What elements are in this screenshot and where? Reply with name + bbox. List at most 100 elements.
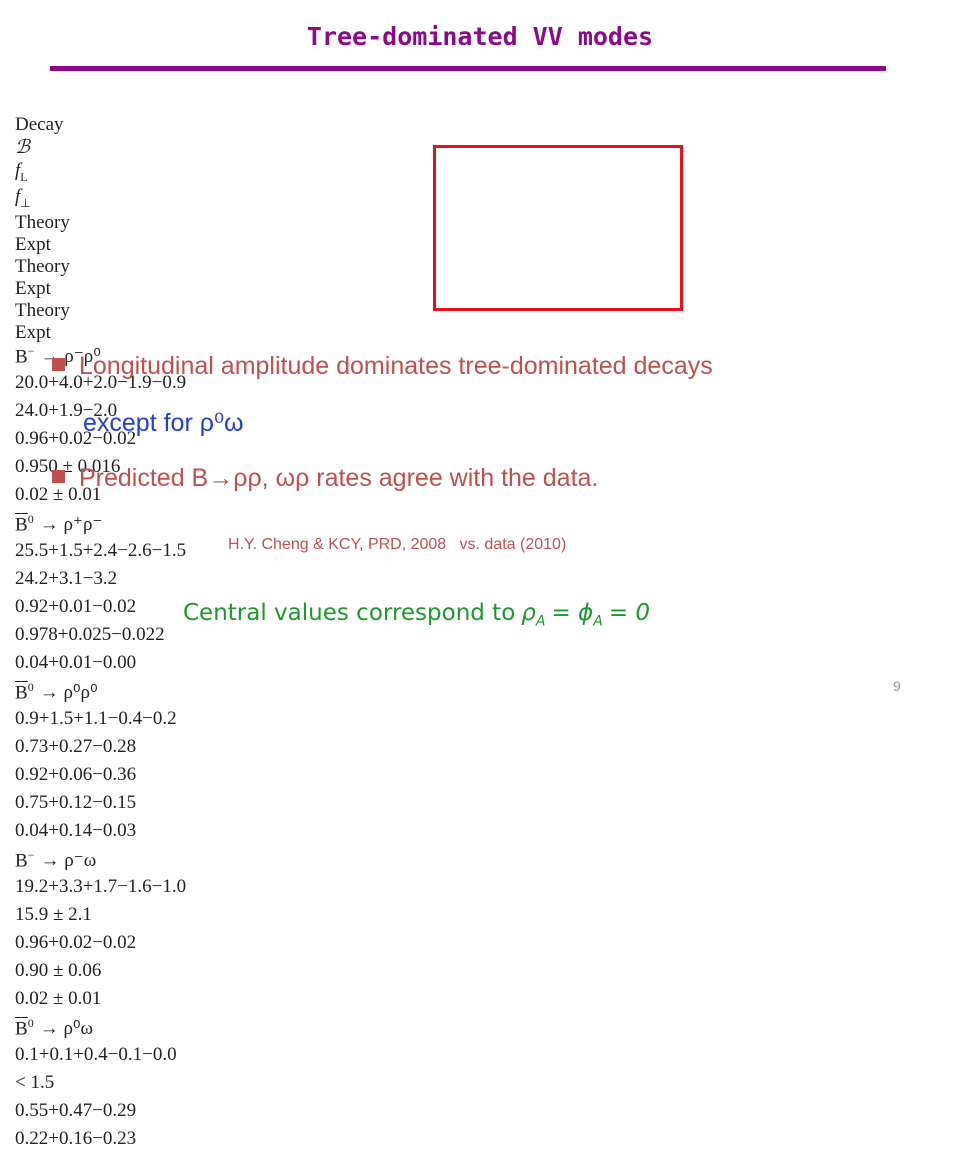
decay-charge: 0 (27, 511, 34, 526)
group-header: f⊥ (15, 186, 280, 211)
error-down: −0.4−0.2 (107, 707, 177, 729)
bullet-marker (52, 358, 65, 371)
decay-charge: 0 (27, 679, 34, 694)
error-up: +1.5+2.4 (48, 539, 118, 561)
group-symbol: f (15, 160, 21, 181)
highlight-box (433, 145, 683, 311)
table-cell: 0.96+0.02−0.02 (15, 428, 945, 456)
error-down: −0.15 (92, 791, 137, 813)
error-stack: +0.27−0.28 (48, 736, 136, 757)
error-stack: +0.01−0.00 (48, 652, 136, 673)
cell-value: 0.90 ± 0.06 (15, 959, 102, 981)
table-cell: 24.2+3.1−3.2 (15, 568, 945, 596)
error-stack: +0.01−0.02 (48, 596, 136, 617)
cell-value: 24.0 (15, 399, 49, 421)
error-up: +0.02 (48, 931, 93, 953)
decay-parent: B (15, 513, 28, 535)
bullet-text: Predicted B→ρρ, ωρ rates agree with the … (79, 464, 599, 492)
group-symbol: f (15, 185, 21, 207)
error-down: −0.29 (92, 1099, 137, 1121)
error-stack: +0.14−0.03 (48, 820, 136, 841)
error-up: +3.1 (48, 567, 83, 589)
decay-parent: B (15, 345, 28, 367)
error-up: +0.16 (48, 1127, 93, 1149)
table-cell: 0.55+0.47−0.29 (15, 1100, 945, 1128)
title-rule (50, 66, 886, 71)
cell-value: 19.2 (15, 875, 49, 897)
cell-value: < 1.5 (15, 1071, 55, 1093)
table-cell: 0.75+0.12−0.15 (15, 792, 945, 820)
subheader: Theory (15, 211, 70, 233)
subheader: Expt (15, 233, 51, 255)
decay: B0 → ρ⁺ρ⁻ (15, 512, 945, 540)
table-cell: 0.22+0.16−0.23 (15, 1128, 945, 1156)
error-down: −0.02 (92, 427, 137, 449)
error-stack: +3.3+1.7−1.6−1.0 (48, 876, 186, 897)
table-cell: 0.04+0.01−0.00 (15, 652, 945, 680)
table-cell: 0.04+0.14−0.03 (15, 820, 945, 848)
cell-value: 0.73 (15, 735, 49, 757)
error-stack: +1.5+1.1−0.4−0.2 (39, 708, 177, 729)
decay-parent: B (15, 849, 28, 871)
error-stack: +1.5+2.4−2.6−1.5 (48, 540, 186, 561)
error-up: +3.3+1.7 (48, 875, 118, 897)
decay-parent: B (15, 1017, 28, 1039)
cell-value: 0.22 (15, 1127, 49, 1149)
decay-final: → ρ⁰ω (39, 1017, 94, 1039)
table-cell: 0.02 ± 0.01 (15, 484, 945, 512)
math-symbol: = 0 (608, 600, 651, 626)
cell-value: 0.96 (15, 427, 49, 449)
error-down: −0.23 (92, 1127, 137, 1149)
error-down: −0.03 (92, 819, 137, 841)
table-cell: 0.96+0.02−0.02 (15, 932, 945, 960)
table-cell: < 1.5 (15, 1072, 945, 1100)
subheader: Expt (15, 321, 51, 343)
error-down: −0.28 (92, 735, 137, 757)
cell-value: 25.5 (15, 539, 49, 561)
cell-value: 0.75 (15, 791, 49, 813)
group-header: ℬ (15, 136, 260, 159)
subheader: Theory (15, 255, 70, 277)
table-cell: 0.73+0.27−0.28 (15, 736, 945, 764)
error-stack: +0.47−0.29 (48, 1100, 136, 1121)
slide-title: Tree-dominated VV modes (306, 22, 654, 51)
error-down: −2.0 (82, 399, 118, 421)
error-up: +1.9 (48, 399, 83, 421)
group-header: fL (15, 160, 260, 185)
error-stack: +0.12−0.15 (48, 792, 136, 813)
error-down: −0.02 (92, 595, 137, 617)
error-stack: +0.02−0.02 (48, 428, 136, 449)
bullet: Predicted B→ρρ, ωρ rates agree with the … (52, 464, 598, 493)
error-up: +0.12 (48, 791, 93, 813)
bullet-continuation: except for ρ⁰ω (83, 409, 244, 437)
cell-value: 0.04 (15, 819, 49, 841)
table-cell: 0.9+1.5+1.1−0.4−0.2 (15, 708, 945, 736)
error-up: +0.47 (48, 1099, 93, 1121)
subheader: Theory (15, 299, 70, 321)
table-cell: 24.0+1.9−2.0 (15, 400, 945, 428)
math-subscript: A (593, 613, 603, 630)
error-stack: +3.1−3.2 (48, 568, 117, 589)
error-down: −0.1−0.0 (107, 1043, 177, 1065)
error-up: +0.02 (48, 427, 93, 449)
citation: H.Y. Cheng & KCY, PRD, 2008 vs. data (20… (228, 536, 567, 553)
table-cell: 0.90 ± 0.06 (15, 960, 945, 988)
error-down: −0.02 (92, 931, 137, 953)
table-cell: 0.1+0.1+0.4−0.1−0.0 (15, 1044, 945, 1072)
error-stack: +0.025−0.022 (58, 624, 165, 645)
cell-value: 20.0 (15, 371, 49, 393)
decay: B0 → ρ⁰ω (15, 1016, 945, 1044)
table-cell: 0.950 ± 0.016 (15, 456, 945, 484)
error-stack: +1.9−2.0 (48, 400, 117, 421)
error-down: −1.9−0.9 (117, 371, 187, 393)
group-symbol: ℬ (15, 137, 30, 158)
table-cell: 19.2+3.3+1.7−1.6−1.0 (15, 876, 945, 904)
decay-charge: 0 (27, 1015, 34, 1030)
table-cell: 0.92+0.06−0.36 (15, 764, 945, 792)
error-down: −0.00 (92, 651, 137, 673)
error-down: −2.6−1.5 (117, 539, 187, 561)
decay: B− → ρ⁻ω (15, 848, 945, 876)
error-up: +0.06 (48, 763, 93, 785)
decay: B0 → ρ⁰ρ⁰ (15, 680, 945, 708)
